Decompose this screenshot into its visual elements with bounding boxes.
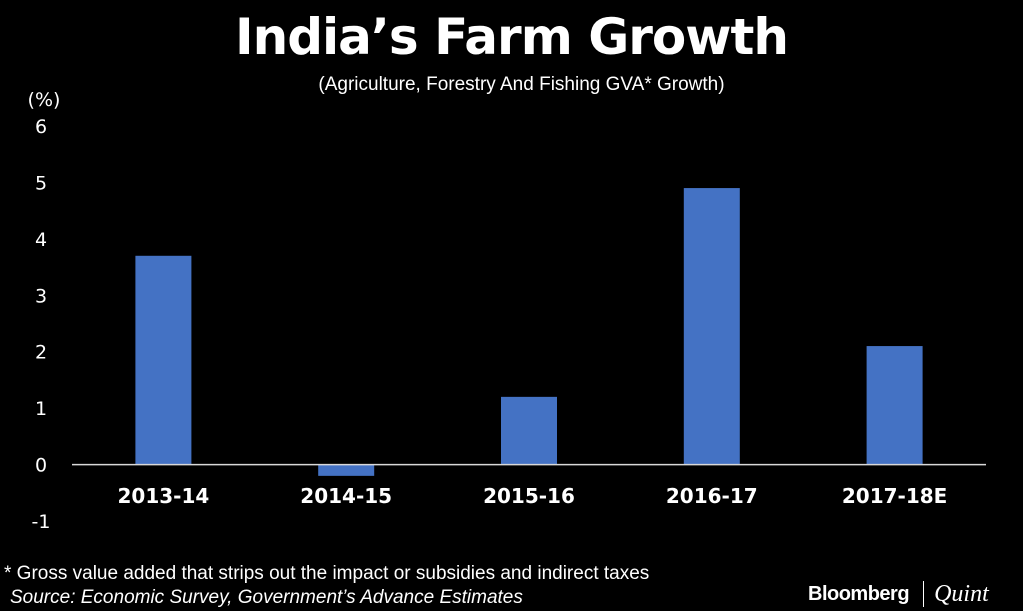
y-axis-label: (%) <box>28 89 61 111</box>
y-tick-label: 4 <box>35 229 47 251</box>
bar <box>866 346 923 465</box>
y-tick-label: 3 <box>35 285 47 307</box>
chart-title: India’s Farm Growth <box>235 8 789 66</box>
y-axis-ticks: 6 5 4 3 2 1 0 -1 <box>32 116 51 533</box>
x-tick-label: 2017-18E <box>842 484 947 508</box>
y-tick-label: 2 <box>35 342 47 364</box>
x-tick-label: 2016-17 <box>666 484 758 508</box>
source-note: Source: Economic Survey, Government’s Ad… <box>10 587 523 608</box>
chart-subtitle: (Agriculture, Forestry And Fishing GVA* … <box>318 74 725 95</box>
x-tick-label: 2015-16 <box>483 484 575 508</box>
x-axis-labels: 2013-14 2014-15 2015-16 2016-17 2017-18E <box>118 484 948 508</box>
bar <box>318 464 375 476</box>
logo-divider <box>923 581 925 607</box>
y-tick-label: 1 <box>35 398 47 420</box>
y-tick-label: 6 <box>35 116 47 138</box>
bloombergquint-logo: Bloomberg Quint <box>808 580 989 608</box>
x-tick-label: 2014-15 <box>300 484 392 508</box>
y-tick-label: -1 <box>32 511 51 533</box>
bar <box>135 255 192 465</box>
logo-bloomberg-text: Bloomberg <box>808 582 910 605</box>
bar <box>501 396 557 465</box>
footnote: * Gross value added that strips out the … <box>4 563 650 584</box>
bars <box>135 188 923 476</box>
logo-quint-text: Quint <box>934 580 989 607</box>
bar-chart: (%) 6 5 4 3 2 1 0 -1 2013-14 2014-15 2015-16 2016-… <box>28 89 986 533</box>
y-tick-label: 5 <box>35 172 47 194</box>
bar <box>683 188 740 465</box>
x-tick-label: 2013-14 <box>118 484 210 508</box>
y-tick-label: 0 <box>35 455 47 477</box>
